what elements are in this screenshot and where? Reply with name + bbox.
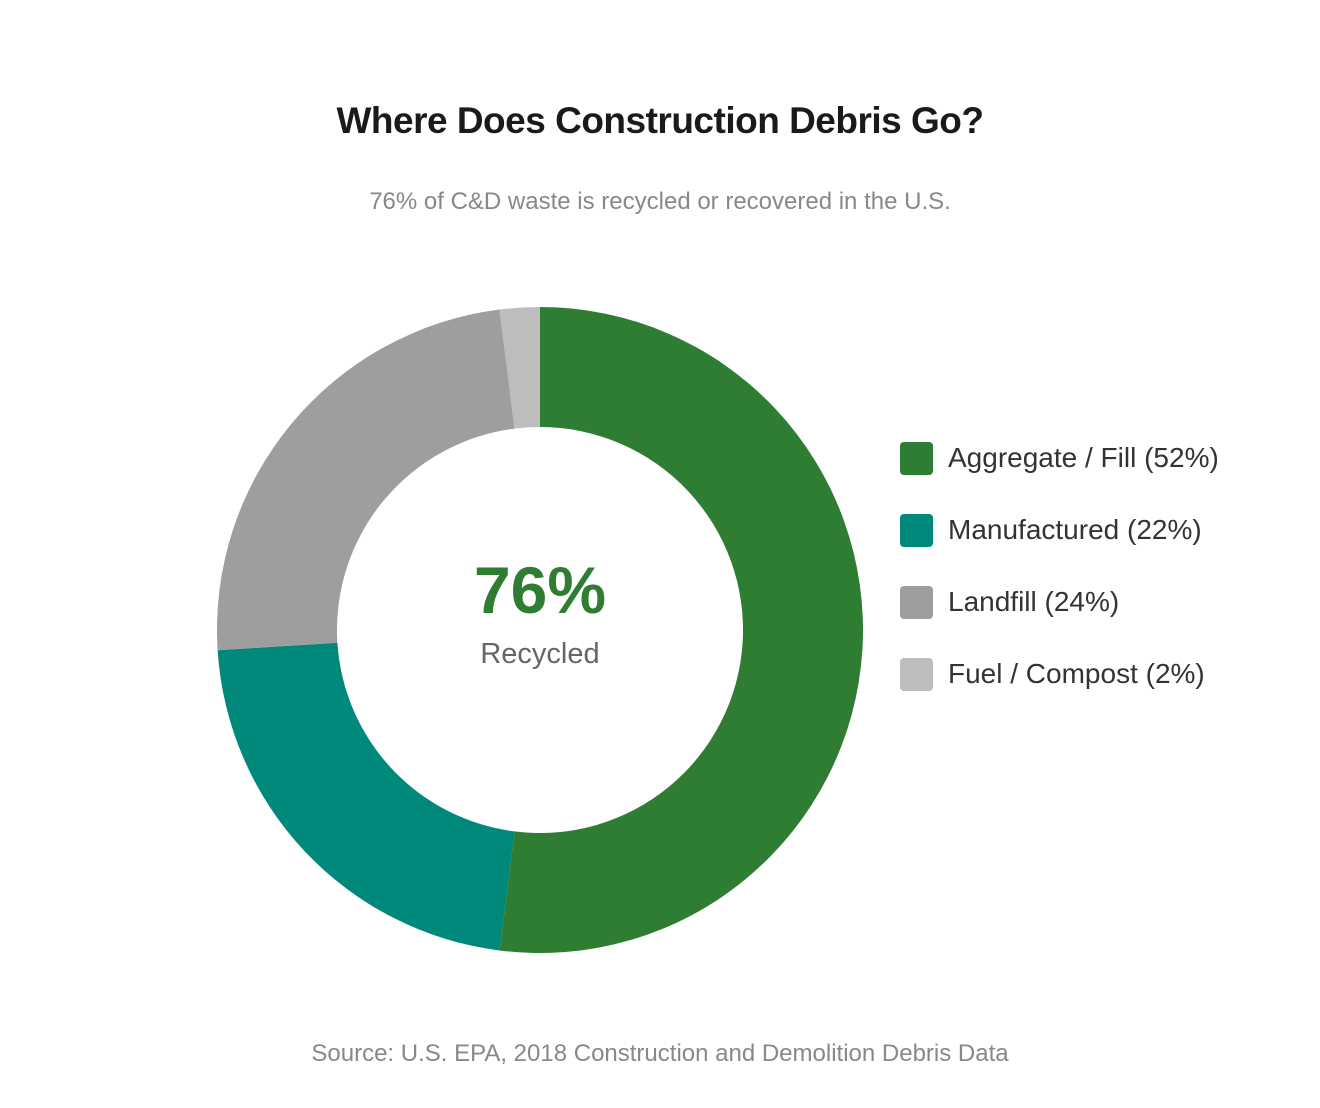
legend-label: Fuel / Compost (2%) xyxy=(948,658,1205,689)
chart-title: Where Does Construction Debris Go? xyxy=(336,100,984,141)
legend-item-fuel-compost: Fuel / Compost (2%) xyxy=(900,654,1219,694)
legend-label: Aggregate / Fill (52%) xyxy=(948,442,1219,473)
legend: Aggregate / Fill (52%) Manufactured (22%… xyxy=(900,438,1219,726)
source-note: Source: U.S. EPA, 2018 Construction and … xyxy=(311,1040,1009,1067)
slice-aggregate xyxy=(499,307,863,954)
slice-fuel-compost xyxy=(499,307,540,429)
legend-item-manufactured: Manufactured (22%) xyxy=(900,510,1219,550)
chart-subtitle: 76% of C&D waste is recycled or recovere… xyxy=(369,188,951,215)
center-label: Recycled xyxy=(480,638,600,670)
legend-swatch xyxy=(900,585,933,619)
legend-label: Landfill (24%) xyxy=(948,586,1120,617)
legend-item-landfill: Landfill (24%) xyxy=(900,582,1219,622)
legend-swatch xyxy=(900,441,933,475)
legend-swatch xyxy=(900,513,933,547)
legend-label: Manufactured (22%) xyxy=(948,514,1202,545)
slice-landfill xyxy=(216,309,515,651)
center-value: 76% xyxy=(473,553,607,627)
slice-manufactured xyxy=(217,642,515,951)
legend-swatch xyxy=(900,657,933,691)
legend-item-aggregate: Aggregate / Fill (52%) xyxy=(900,438,1219,478)
